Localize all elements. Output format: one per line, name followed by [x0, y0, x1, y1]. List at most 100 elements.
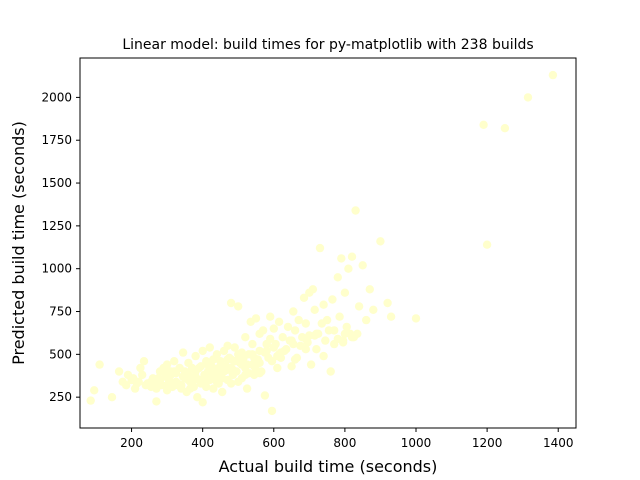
data-point: [337, 254, 346, 263]
data-point: [289, 307, 298, 316]
data-point: [193, 393, 202, 402]
data-point: [262, 346, 271, 356]
data-point: [262, 339, 271, 349]
y-tick-label: 1250: [41, 219, 72, 233]
data-point: [321, 336, 330, 345]
data-point: [294, 315, 303, 325]
data-point: [354, 302, 364, 311]
data-point: [248, 339, 257, 349]
data-point: [278, 333, 287, 342]
data-point: [328, 295, 337, 304]
data-point: [344, 264, 353, 273]
data-point: [282, 345, 291, 354]
data-point: [162, 360, 172, 369]
data-point: [340, 329, 350, 338]
data-point: [482, 240, 492, 249]
data-point: [342, 322, 351, 332]
data-point: [223, 341, 232, 350]
data-point: [347, 252, 357, 261]
data-point: [267, 357, 277, 366]
data-point: [242, 384, 252, 393]
data-point: [209, 384, 218, 393]
data-point: [251, 314, 261, 323]
data-point: [308, 285, 318, 294]
data-point: [177, 381, 186, 390]
data-point: [338, 338, 348, 347]
x-axis-label: Actual build time (seconds): [219, 457, 438, 476]
y-tick-label: 250: [49, 390, 72, 404]
data-point: [218, 387, 227, 397]
data-point: [162, 381, 172, 390]
data-point: [260, 391, 270, 400]
data-point: [216, 357, 225, 366]
data-point: [122, 381, 131, 390]
data-point: [351, 206, 360, 215]
x-tick-label: 800: [333, 436, 356, 450]
data-point: [230, 343, 239, 352]
data-point: [326, 367, 335, 376]
data-point: [383, 298, 392, 308]
data-point: [319, 351, 328, 361]
data-point: [287, 362, 296, 371]
data-point: [241, 333, 250, 342]
data-point: [230, 357, 239, 366]
data-point: [214, 379, 223, 388]
data-point: [226, 298, 236, 308]
data-point: [500, 124, 510, 133]
data-point: [90, 386, 99, 395]
data-point: [269, 324, 278, 333]
chart-title: Linear model: build times for py-matplot…: [122, 37, 533, 53]
data-point: [314, 329, 323, 338]
x-tick-label: 400: [191, 436, 214, 450]
data-point: [178, 348, 188, 357]
data-point: [148, 374, 158, 383]
data-point: [250, 353, 259, 362]
data-point: [362, 315, 371, 325]
x-tick-label: 600: [262, 436, 285, 450]
data-point: [139, 357, 149, 366]
data-point: [315, 243, 325, 253]
data-point: [283, 322, 293, 332]
data-point: [241, 370, 250, 380]
x-axis-ticks: 200 400 600 800 1000 1200 1400: [120, 428, 573, 450]
data-point: [353, 329, 362, 338]
plot-frame: [79, 57, 577, 429]
data-point: [95, 360, 104, 369]
data-point: [180, 367, 190, 376]
data-point: [191, 372, 200, 381]
data-point: [290, 355, 300, 364]
data-point: [369, 305, 378, 314]
data-point: [114, 367, 124, 376]
data-point: [269, 343, 278, 352]
data-point: [86, 396, 95, 405]
y-tick-label: 2000: [41, 90, 72, 104]
data-point: [322, 315, 332, 325]
data-point: [194, 363, 204, 373]
data-point: [340, 288, 350, 297]
data-point: [209, 370, 218, 380]
data-point: [250, 362, 259, 371]
x-tick-label: 1000: [401, 436, 432, 450]
data-point: [242, 360, 252, 369]
data-point: [386, 312, 396, 321]
data-point: [333, 273, 342, 282]
data-point: [479, 120, 488, 129]
y-tick-label: 500: [49, 347, 72, 361]
x-tick-label: 1400: [543, 436, 574, 450]
data-point: [548, 70, 558, 80]
data-point: [299, 293, 309, 302]
data-point: [186, 384, 195, 393]
data-point: [138, 370, 147, 380]
data-points: [86, 70, 558, 416]
data-point: [376, 237, 385, 246]
data-point: [200, 375, 209, 385]
data-point: [255, 369, 264, 378]
data-point: [296, 341, 305, 350]
x-tick-label: 1200: [472, 436, 503, 450]
data-point: [301, 319, 310, 328]
data-point: [258, 326, 268, 335]
data-point: [358, 261, 367, 270]
data-point: [212, 350, 222, 359]
